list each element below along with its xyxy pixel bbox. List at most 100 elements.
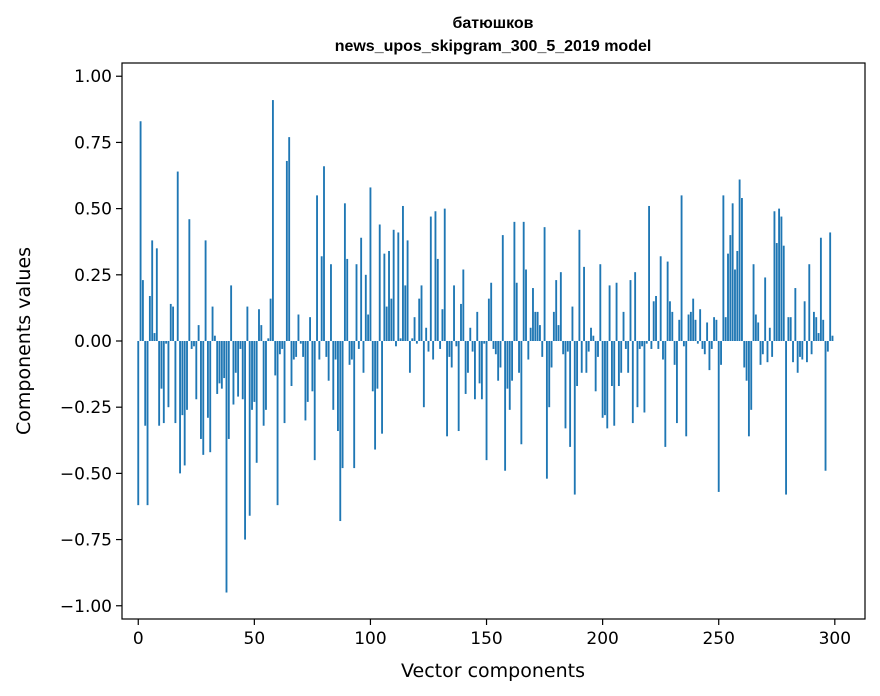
bar (425, 327, 428, 341)
bar (515, 282, 518, 341)
bar (455, 341, 458, 347)
bar (318, 341, 321, 360)
bar (550, 341, 553, 368)
bar (590, 327, 592, 341)
bar (299, 341, 302, 344)
bar (696, 341, 699, 344)
bar (796, 341, 799, 373)
bar (258, 309, 260, 341)
bar (357, 341, 360, 349)
y-tick-label: 0.50 (74, 200, 112, 220)
bar (276, 341, 279, 506)
bar (669, 301, 671, 341)
bar (527, 341, 530, 360)
bar (541, 341, 544, 357)
bar (446, 341, 448, 437)
bar (620, 341, 623, 373)
bar (269, 298, 272, 341)
chart-title-line2: news_upos_skipgram_300_5_2019 model (335, 38, 652, 55)
bar (731, 203, 734, 341)
bar (513, 221, 516, 341)
bar (801, 341, 804, 360)
bar (566, 341, 569, 352)
bar (627, 341, 630, 373)
bar (464, 341, 467, 394)
bar (685, 341, 688, 437)
bar (311, 341, 314, 392)
bar (418, 298, 421, 341)
bar (745, 341, 748, 381)
bar (151, 240, 154, 341)
bar (411, 338, 414, 341)
bar (462, 269, 465, 341)
bar (652, 301, 655, 341)
bar (487, 298, 490, 341)
bar (327, 341, 330, 381)
bar (288, 137, 291, 341)
bar (348, 341, 351, 365)
x-tick-label: 0 (133, 629, 144, 649)
bar (306, 341, 309, 402)
bar (341, 341, 344, 469)
bar (490, 282, 493, 341)
y-tick-label: −0.75 (60, 531, 112, 551)
bar (309, 317, 311, 341)
bar (629, 280, 632, 341)
y-tick-label: 0.00 (74, 332, 112, 352)
bar (144, 341, 147, 426)
bar (480, 341, 483, 400)
bar (673, 341, 676, 365)
bar (360, 237, 363, 341)
bar (190, 341, 193, 349)
bar (271, 100, 274, 341)
bar (754, 314, 757, 341)
bar (378, 224, 381, 341)
bar (734, 269, 736, 341)
bar (729, 235, 732, 341)
bar (780, 216, 783, 341)
bar (569, 341, 572, 447)
bar (244, 341, 246, 540)
bar (399, 338, 402, 341)
bar (436, 258, 439, 341)
bar (148, 295, 151, 341)
bar (522, 221, 525, 341)
bar (362, 341, 365, 373)
bar (713, 317, 716, 341)
bar (429, 216, 432, 341)
bar (216, 341, 219, 394)
bar (223, 341, 226, 379)
bar (699, 309, 702, 341)
bar (536, 311, 539, 341)
bar (174, 341, 177, 424)
bar (404, 285, 407, 341)
bar (439, 341, 442, 349)
bar (747, 341, 750, 437)
bar (483, 341, 486, 344)
bar (803, 301, 806, 341)
bar (518, 341, 520, 373)
x-tick-label: 250 (702, 629, 734, 649)
bar (766, 341, 769, 363)
bar (137, 341, 140, 506)
bar (539, 325, 541, 341)
bar (768, 327, 771, 341)
bar (782, 245, 785, 341)
bar (543, 227, 546, 341)
x-tick-label: 150 (470, 629, 502, 649)
bar (281, 341, 284, 349)
bar (710, 341, 713, 349)
bar (353, 341, 356, 469)
y-tick-label: 0.75 (74, 133, 112, 153)
bar (615, 282, 618, 341)
x-tick-label: 50 (244, 629, 266, 649)
bar (285, 160, 288, 341)
bar (722, 195, 725, 341)
bar (687, 314, 690, 341)
bar (397, 232, 400, 341)
bar (320, 256, 323, 341)
bar (330, 264, 332, 341)
bar (369, 187, 372, 341)
bar (471, 341, 474, 352)
